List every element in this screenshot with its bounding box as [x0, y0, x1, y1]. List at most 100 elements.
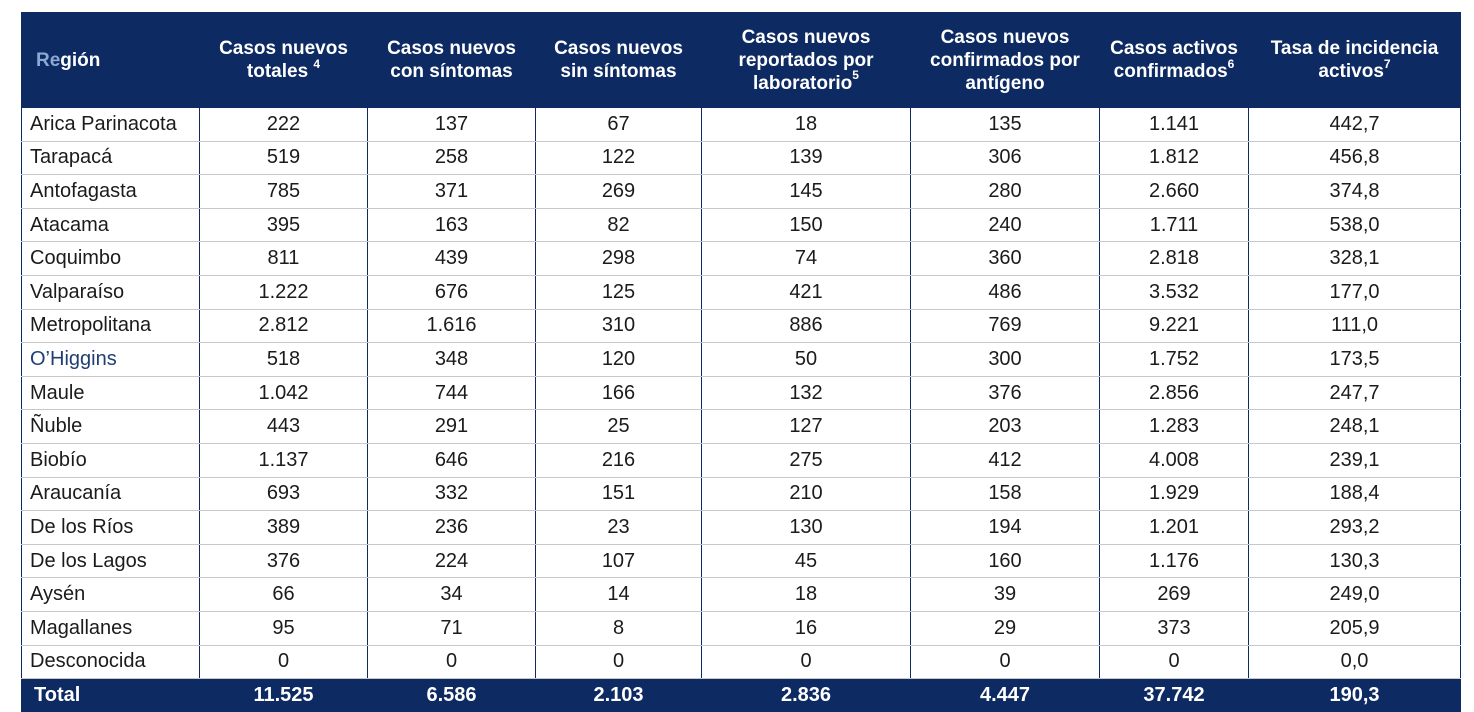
- cell-new-lab-reported: 0: [701, 644, 911, 680]
- cell-region-name: De los Ríos: [21, 510, 200, 545]
- cell-active-confirmed: 2.660: [1099, 174, 1249, 209]
- cell-new-asymptomatic: 122: [535, 140, 702, 176]
- cell-active-confirmed: 1.752: [1099, 342, 1249, 377]
- cell-incidence-rate: 111,0: [1248, 308, 1461, 344]
- cell-new-total: 1.222: [199, 274, 368, 310]
- table-row: De los Lagos 376 224 107 45 160 1.176 130,3: [21, 543, 1461, 579]
- cell-incidence-rate: 456,8: [1248, 140, 1461, 176]
- table-row: Desconocida 0 0 0 0 0 0 0,0: [21, 644, 1461, 680]
- table-footer: Total 11.525 6.586 2.103 2.836 4.447 37.742 190…: [21, 678, 1461, 712]
- cell-new-symptomatic: 71: [367, 610, 536, 646]
- cell-region-name: Tarapacá: [21, 140, 200, 176]
- cell-new-asymptomatic: 14: [535, 577, 702, 612]
- cell-new-asymptomatic: 82: [535, 207, 702, 243]
- cell-new-total: 443: [199, 409, 368, 444]
- cell-active-confirmed: 1.176: [1099, 543, 1249, 579]
- cell-incidence-rate: 173,5: [1248, 342, 1461, 377]
- cell-new-asymptomatic: 67: [535, 107, 702, 142]
- cell-region-name: Biobío: [21, 442, 200, 478]
- cell-new-lab-reported: 421: [701, 274, 911, 310]
- table-row: Antofagasta 785 371 269 145 280 2.660 374,8: [21, 174, 1461, 209]
- header-new-symptomatic: Casos nuevos con síntomas: [367, 12, 536, 108]
- table-row: Metropolitana 2.812 1.616 310 886 769 9.221 111…: [21, 308, 1461, 344]
- cell-new-symptomatic: 744: [367, 375, 536, 411]
- cell-new-lab-reported: 139: [701, 140, 911, 176]
- cell-region-name: Antofagasta: [21, 174, 200, 209]
- cell-new-symptomatic: 0: [367, 644, 536, 680]
- cell-region-name: Coquimbo: [21, 241, 200, 276]
- footnote-4: 4: [313, 56, 321, 71]
- cell-incidence-rate: 205,9: [1248, 610, 1461, 646]
- cell-new-asymptomatic: 310: [535, 308, 702, 344]
- table-row: Biobío 1.137 646 216 275 412 4.008 239,1: [21, 442, 1461, 478]
- header-incidence-rate: Tasa de incidencia activos7: [1248, 12, 1461, 108]
- cell-new-lab-reported: 132: [701, 375, 911, 411]
- cell-new-total: 811: [199, 241, 368, 276]
- cell-active-confirmed: 1.201: [1099, 510, 1249, 545]
- cell-region-name: Araucanía: [21, 476, 200, 512]
- table-row: Valparaíso 1.222 676 125 421 486 3.532 177,0: [21, 274, 1461, 310]
- footnote-7: 7: [1383, 56, 1391, 71]
- cell-new-lab-reported: 74: [701, 241, 911, 276]
- cell-incidence-rate: 239,1: [1248, 442, 1461, 478]
- cell-new-antigen: 160: [910, 543, 1100, 579]
- table-row: O’Higgins 518 348 120 50 300 1.752 173,5: [21, 342, 1461, 377]
- cell-new-lab-reported: 45: [701, 543, 911, 579]
- cell-new-symptomatic: 236: [367, 510, 536, 545]
- cell-new-antigen: 280: [910, 174, 1100, 209]
- table-row: Araucanía 693 332 151 210 158 1.929 188,4: [21, 476, 1461, 512]
- cell-new-symptomatic: 676: [367, 274, 536, 310]
- header-new-total: Casos nuevos totales 4: [199, 12, 368, 108]
- cell-new-total: 693: [199, 476, 368, 512]
- cell-new-symptomatic: 224: [367, 543, 536, 579]
- cell-incidence-rate: 374,8: [1248, 174, 1461, 209]
- cell-incidence-rate: 293,2: [1248, 510, 1461, 545]
- cell-active-confirmed: 3.532: [1099, 274, 1249, 310]
- cell-new-lab-reported: 150: [701, 207, 911, 243]
- total-new-symptomatic: 6.586: [367, 678, 536, 712]
- cell-new-symptomatic: 291: [367, 409, 536, 444]
- table-row: De los Ríos 389 236 23 130 194 1.201 293,2: [21, 510, 1461, 545]
- cell-active-confirmed: 1.929: [1099, 476, 1249, 512]
- cell-region-name: Metropolitana: [21, 308, 200, 344]
- cell-new-antigen: 376: [910, 375, 1100, 411]
- cell-new-lab-reported: 18: [701, 107, 911, 142]
- cell-new-antigen: 29: [910, 610, 1100, 646]
- cell-new-lab-reported: 886: [701, 308, 911, 344]
- cell-new-lab-reported: 16: [701, 610, 911, 646]
- cell-new-total: 222: [199, 107, 368, 142]
- total-new-lab-reported: 2.836: [701, 678, 911, 712]
- cell-region-name: Aysén: [21, 577, 200, 612]
- cell-new-antigen: 360: [910, 241, 1100, 276]
- table-row: Maule 1.042 744 166 132 376 2.856 247,7: [21, 375, 1461, 411]
- cell-active-confirmed: 373: [1099, 610, 1249, 646]
- cell-new-symptomatic: 348: [367, 342, 536, 377]
- cell-new-asymptomatic: 8: [535, 610, 702, 646]
- cell-new-antigen: 240: [910, 207, 1100, 243]
- header-new-lab-reported: Casos nuevos reportados por laboratorio5: [701, 12, 911, 108]
- footnote-6: 6: [1227, 56, 1235, 71]
- cell-incidence-rate: 177,0: [1248, 274, 1461, 310]
- cell-new-total: 95: [199, 610, 368, 646]
- cell-new-asymptomatic: 0: [535, 644, 702, 680]
- cell-new-total: 395: [199, 207, 368, 243]
- total-new-asymptomatic: 2.103: [535, 678, 702, 712]
- cell-new-asymptomatic: 166: [535, 375, 702, 411]
- cell-region-name: Desconocida: [21, 644, 200, 680]
- cell-new-lab-reported: 145: [701, 174, 911, 209]
- table-row: Arica Parinacota 222 137 67 18 135 1.141 442,7: [21, 107, 1461, 142]
- cell-new-symptomatic: 371: [367, 174, 536, 209]
- cell-active-confirmed: 1.711: [1099, 207, 1249, 243]
- total-new-antigen: 4.447: [910, 678, 1100, 712]
- cell-new-antigen: 300: [910, 342, 1100, 377]
- cell-new-symptomatic: 439: [367, 241, 536, 276]
- cell-new-asymptomatic: 120: [535, 342, 702, 377]
- total-active-confirmed: 37.742: [1099, 678, 1249, 712]
- footnote-5: 5: [852, 68, 859, 83]
- table-row: Aysén 66 34 14 18 39 269 249,0: [21, 577, 1461, 612]
- cell-incidence-rate: 0,0: [1248, 644, 1461, 680]
- cell-new-symptomatic: 137: [367, 107, 536, 142]
- cell-incidence-rate: 328,1: [1248, 241, 1461, 276]
- cell-new-lab-reported: 50: [701, 342, 911, 377]
- cell-region-name: Magallanes: [21, 610, 200, 646]
